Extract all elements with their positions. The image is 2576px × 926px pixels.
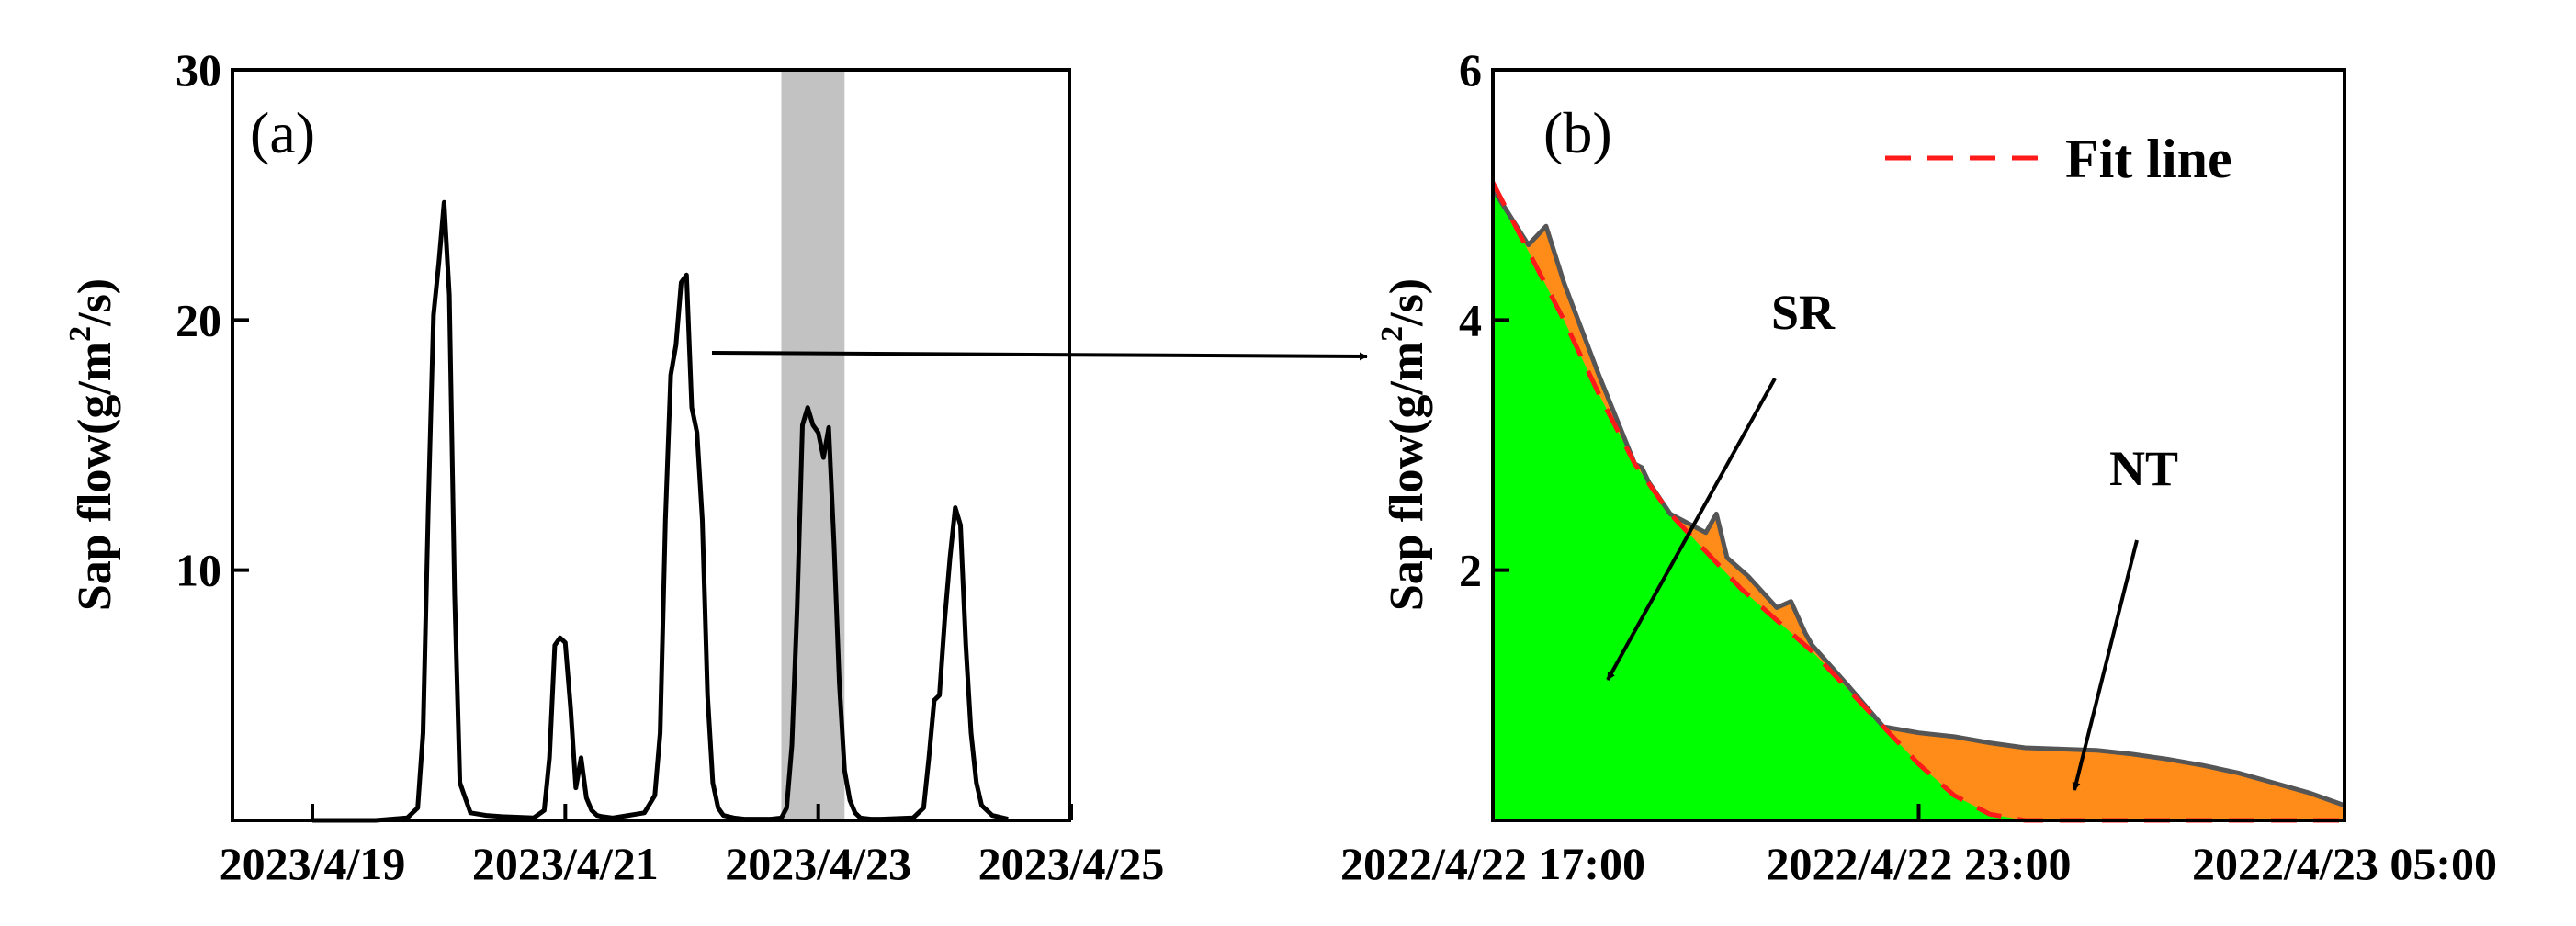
panel-a-y-tick-label: 30: [175, 44, 221, 96]
annotation-sr: SR: [1771, 285, 1836, 340]
panel-a-label: (a): [250, 100, 315, 165]
panel-b-y-tick-label: 6: [1459, 44, 1482, 96]
panel-b-label: (b): [1543, 100, 1612, 165]
panel-b-x-tick-label: 2022/4/22 23:00: [1767, 838, 2072, 889]
panel-b-y-tick-label: 4: [1459, 294, 1482, 345]
panel-a-y-axis-label: Sap flow(g/m2/s): [63, 278, 121, 611]
legend: Fit line: [1885, 129, 2232, 189]
panel-b-y-axis-label: Sap flow(g/m2/s): [1375, 278, 1433, 611]
panel-b-series: [1490, 181, 2345, 823]
panel-a-x-tick-label: 2023/4/21: [472, 838, 659, 889]
panel-a-highlight-band: [781, 70, 845, 820]
panel-b-y-tick-label: 2: [1459, 545, 1482, 596]
panel-a-series: [312, 199, 1009, 823]
panel-a: 30 20 10 2023/4/19 2023/4/21 2023/4/23 2023/4/…: [63, 44, 1164, 889]
legend-fit-line-label: Fit line: [2065, 129, 2232, 189]
panel-a-y-tick-label: 20: [175, 294, 221, 345]
panel-b-x-tick-label: 2022/4/23 05:00: [2192, 838, 2497, 889]
zoom-arrow: [711, 351, 1368, 361]
annotation-nt: NT: [2109, 441, 2178, 496]
panel-a-frame: [231, 68, 1071, 822]
panel-a-x-tick-label: 2023/4/25: [978, 838, 1165, 889]
panel-b: 6 4 2 2022/4/22 17:00 2022/4/22 23:00 2022/4/…: [1340, 44, 2497, 889]
annotation-sr-arrow: [1606, 378, 1777, 681]
panel-b-ticks: 6 4 2 2022/4/22 17:00 2022/4/22 23:00 2022/4/…: [1340, 44, 2497, 889]
panel-a-series-line: [312, 199, 1009, 823]
panel-a-x-tick-label: 2023/4/19: [220, 838, 406, 889]
panel-a-ticks: 30 20 10 2023/4/19 2023/4/21 2023/4/23 2023/4/…: [175, 44, 1164, 889]
panel-b-x-tick-label: 2022/4/22 17:00: [1340, 838, 1645, 889]
panel-a-y-tick-label: 10: [175, 545, 221, 596]
sr-area: [1493, 188, 2344, 820]
annotation-nt-arrow: [2072, 539, 2139, 791]
panel-a-x-tick-label: 2023/4/23: [725, 838, 911, 889]
